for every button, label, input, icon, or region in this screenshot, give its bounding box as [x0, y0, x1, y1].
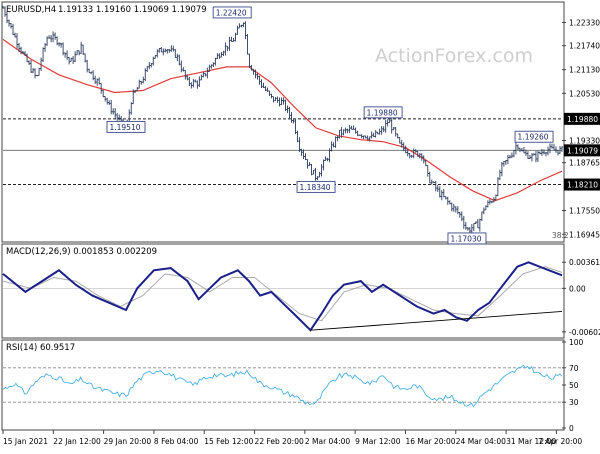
- macd-line: [2, 261, 563, 332]
- price-callout-label: 1.19880: [367, 108, 398, 117]
- rsi-plot: 100 70 50 30 0: [2, 338, 584, 433]
- price-callout-box: [514, 130, 554, 143]
- price-level-box: [564, 112, 600, 125]
- price-ohlc-label: 1.19133 1.19160 1.19069 1.19079: [58, 5, 207, 15]
- price-y-tick-label: 1.20530: [569, 89, 600, 98]
- price-callout-label: 1.19510: [109, 123, 140, 132]
- x-tick-label: 8 Feb 04:00: [154, 437, 199, 446]
- price-y-tick-label: 1.16945: [569, 230, 600, 239]
- price-callout-label: 1.22420: [216, 8, 247, 17]
- price-y-tick-label: 1.21130: [569, 66, 600, 75]
- price-y-tick-label: 1.17550: [569, 207, 600, 216]
- price-callout-box: [106, 120, 146, 133]
- price-level-label: 1.19880: [567, 115, 598, 124]
- rsi-y-tick-label: 100: [569, 338, 584, 347]
- macd-panel-frame: [1, 243, 565, 339]
- macd-y-tick-label: -0.006026: [569, 328, 600, 337]
- price-y-tick-label: 1.22330: [569, 18, 600, 27]
- x-tick-label: 22 Feb 20:00: [255, 437, 304, 446]
- watermark: ActionForex.com: [375, 45, 533, 67]
- macd-plot: 0.003615 0.00 -0.006026: [2, 258, 600, 337]
- price-callout-label: 1.17030: [450, 234, 481, 243]
- price-level-box: [564, 144, 600, 157]
- price-y-tick-label: 1.19330: [569, 136, 600, 145]
- x-tick-label: 22 Jan 12:00: [53, 437, 101, 446]
- price-callout-box: [296, 180, 336, 193]
- rsi-y-tick-label: 50: [569, 381, 579, 390]
- fib-label: 38.2: [552, 231, 569, 240]
- x-tick-label: 15 Feb 12:00: [204, 437, 253, 446]
- price-panel-title: EURUSD,H4: [6, 5, 56, 15]
- rsi-panel-frame: [1, 339, 565, 431]
- price-plot: 1.22330 1.21740 1.21130 1.20530 1.19330 1.187…: [1, 5, 600, 245]
- price-y-tick-label: 1.21740: [569, 42, 600, 51]
- price-callout-label: 1.19260: [518, 133, 549, 142]
- macd-panel-title: MACD(12,26,9) 0.001853 0.002209: [6, 247, 157, 257]
- ma-line: [2, 38, 563, 202]
- x-axis: 15 Jan 2021 22 Jan 12:00 29 Jan 20:00 8 Feb…: [2, 430, 582, 446]
- price-callout-label: 1.18340: [300, 183, 331, 192]
- macd-signal-line: [2, 266, 563, 322]
- price-callout-box: [363, 106, 403, 119]
- rsi-y-tick-label: 70: [569, 364, 579, 373]
- price-callout-box: [212, 6, 252, 19]
- x-tick-label: 24 Mar 04:00: [456, 437, 506, 446]
- x-tick-label: 9 Mar 12:00: [355, 437, 401, 446]
- price-level-label: 1.18210: [567, 181, 598, 190]
- x-tick-label: 2 Mar 04:00: [305, 437, 351, 446]
- rsi-line: [2, 364, 563, 408]
- x-tick-label: 7 Apr 20:00: [538, 437, 582, 446]
- macd-trendline: [310, 310, 563, 331]
- rsi-panel-title: RSI(14) 60.9517: [6, 343, 75, 353]
- x-tick-label: 15 Jan 2021: [3, 437, 48, 446]
- price-level-box: [564, 178, 600, 191]
- rsi-y-tick-label: 30: [569, 398, 579, 407]
- x-tick-label: 16 Mar 20:00: [405, 437, 455, 446]
- price-level-label: 1.19079: [567, 146, 598, 155]
- x-tick-label: 31 Mar 12:00: [506, 437, 556, 446]
- price-callout-box: [447, 232, 487, 245]
- x-tick-label: 29 Jan 20:00: [104, 437, 152, 446]
- macd-y-tick-label: 0.00: [569, 284, 586, 293]
- rsi-y-tick-label: 0: [569, 424, 574, 433]
- macd-y-tick-label: 0.003615: [569, 258, 600, 267]
- price-panel-frame: [1, 1, 565, 243]
- price-y-tick-label: 1.18765: [569, 159, 600, 168]
